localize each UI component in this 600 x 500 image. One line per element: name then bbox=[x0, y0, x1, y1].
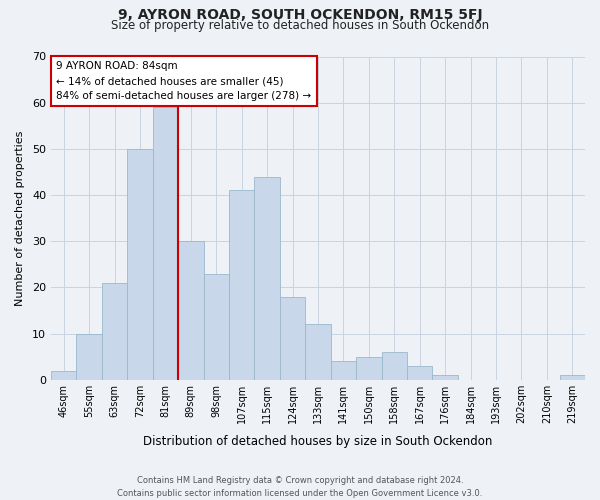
Bar bbox=[127, 149, 152, 380]
Bar bbox=[356, 357, 382, 380]
Text: 9 AYRON ROAD: 84sqm
← 14% of detached houses are smaller (45)
84% of semi-detach: 9 AYRON ROAD: 84sqm ← 14% of detached ho… bbox=[56, 62, 311, 101]
Bar bbox=[331, 362, 356, 380]
Bar bbox=[254, 176, 280, 380]
Bar bbox=[382, 352, 407, 380]
Bar bbox=[178, 242, 203, 380]
X-axis label: Distribution of detached houses by size in South Ockendon: Distribution of detached houses by size … bbox=[143, 434, 493, 448]
Bar bbox=[560, 375, 585, 380]
Bar bbox=[51, 370, 76, 380]
Text: Size of property relative to detached houses in South Ockendon: Size of property relative to detached ho… bbox=[111, 18, 489, 32]
Bar bbox=[433, 375, 458, 380]
Bar bbox=[76, 334, 102, 380]
Bar bbox=[407, 366, 433, 380]
Bar bbox=[102, 283, 127, 380]
Bar bbox=[203, 274, 229, 380]
Text: Contains HM Land Registry data © Crown copyright and database right 2024.
Contai: Contains HM Land Registry data © Crown c… bbox=[118, 476, 482, 498]
Bar bbox=[229, 190, 254, 380]
Bar bbox=[280, 296, 305, 380]
Bar bbox=[152, 108, 178, 380]
Bar bbox=[305, 324, 331, 380]
Y-axis label: Number of detached properties: Number of detached properties bbox=[15, 130, 25, 306]
Text: 9, AYRON ROAD, SOUTH OCKENDON, RM15 5FJ: 9, AYRON ROAD, SOUTH OCKENDON, RM15 5FJ bbox=[118, 8, 482, 22]
